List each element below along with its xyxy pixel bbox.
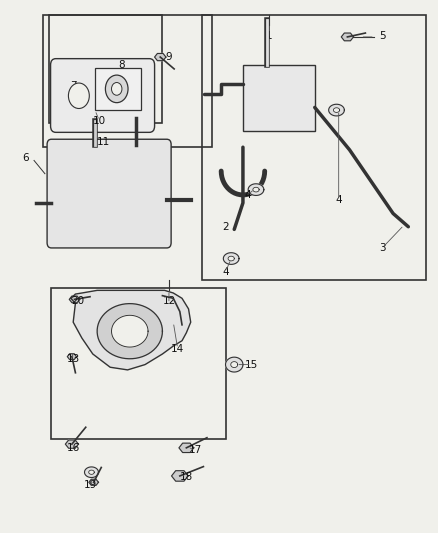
- Polygon shape: [71, 290, 191, 370]
- Polygon shape: [65, 440, 78, 448]
- Text: 19: 19: [84, 480, 97, 490]
- Polygon shape: [89, 479, 99, 486]
- Polygon shape: [179, 443, 194, 453]
- Polygon shape: [253, 187, 259, 192]
- Text: 7: 7: [70, 81, 77, 91]
- Polygon shape: [67, 354, 77, 360]
- Polygon shape: [69, 296, 80, 303]
- Text: 4: 4: [244, 190, 251, 200]
- Text: 12: 12: [162, 296, 176, 306]
- Polygon shape: [85, 467, 99, 478]
- Text: 14: 14: [171, 344, 184, 354]
- Polygon shape: [223, 253, 239, 264]
- Text: 4: 4: [336, 195, 342, 205]
- FancyBboxPatch shape: [50, 59, 155, 132]
- Circle shape: [106, 75, 128, 103]
- Text: 18: 18: [180, 472, 193, 482]
- Text: 11: 11: [97, 137, 110, 147]
- Polygon shape: [89, 470, 94, 474]
- Text: 20: 20: [71, 296, 84, 306]
- Text: 13: 13: [67, 354, 80, 364]
- Text: 1: 1: [266, 31, 272, 41]
- Text: 10: 10: [93, 116, 106, 126]
- Polygon shape: [112, 316, 148, 347]
- Bar: [43, 14, 212, 147]
- Bar: [95, 68, 141, 110]
- Polygon shape: [172, 471, 188, 481]
- Text: 6: 6: [22, 153, 28, 163]
- Bar: [243, 65, 315, 131]
- Polygon shape: [248, 184, 264, 196]
- Text: 9: 9: [166, 52, 172, 62]
- Polygon shape: [341, 33, 353, 41]
- Polygon shape: [231, 361, 238, 368]
- Text: 8: 8: [118, 60, 124, 70]
- Polygon shape: [226, 357, 243, 372]
- Polygon shape: [333, 108, 339, 112]
- Text: 3: 3: [379, 243, 385, 253]
- FancyBboxPatch shape: [47, 139, 171, 248]
- Polygon shape: [97, 304, 162, 359]
- Text: 17: 17: [188, 446, 201, 456]
- Circle shape: [112, 83, 122, 95]
- Bar: [201, 14, 426, 280]
- Text: 5: 5: [379, 31, 385, 41]
- Bar: [49, 14, 162, 123]
- Circle shape: [68, 83, 89, 109]
- Polygon shape: [228, 256, 234, 261]
- Text: 2: 2: [222, 222, 229, 232]
- Polygon shape: [328, 104, 344, 116]
- Text: 16: 16: [67, 443, 80, 453]
- Bar: [51, 288, 226, 439]
- Polygon shape: [155, 53, 166, 61]
- Text: 15: 15: [245, 360, 258, 369]
- Text: 4: 4: [222, 267, 229, 277]
